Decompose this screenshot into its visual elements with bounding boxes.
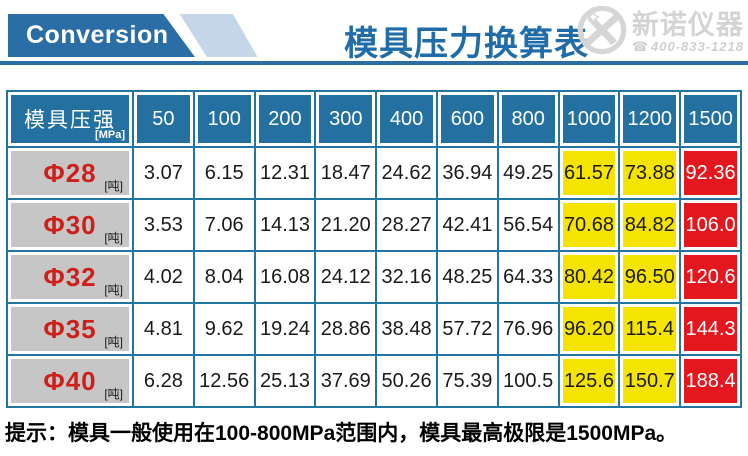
corner-header-cell: 模具压强 [MPa] bbox=[6, 90, 134, 148]
value-cell: 18.47 bbox=[314, 146, 378, 200]
tip-note: 提示：模具一般使用在100-800MPa范围内，模具最高极限是1500MPa。 bbox=[5, 422, 678, 445]
corner-label: 模具压强 bbox=[24, 109, 116, 132]
value-cell: 125.6 bbox=[557, 354, 621, 408]
value-cell: 38.48 bbox=[375, 302, 438, 356]
value-cell: 92.36 bbox=[679, 146, 742, 200]
value-cell: 6.15 bbox=[192, 146, 256, 200]
value-cell: 19.24 bbox=[253, 302, 317, 356]
value-cell: 50.26 bbox=[375, 354, 438, 408]
value-cell: 56.54 bbox=[496, 198, 560, 252]
value-cell: 28.27 bbox=[375, 198, 438, 252]
value-cell: 96.50 bbox=[618, 250, 682, 304]
value-cell: 100.5 bbox=[496, 354, 560, 408]
table-row: Φ28 [吨] 3.07 6.15 12.31 18.47 24.62 36.94 49.25 6… bbox=[6, 146, 742, 200]
value-cell: 28.86 bbox=[314, 302, 378, 356]
phone-number: ☎ 400-833-1218 bbox=[631, 38, 744, 55]
table-row: Φ30 [吨] 3.53 7.06 14.13 21.20 28.27 42.41 56.54 7… bbox=[6, 198, 742, 252]
value-cell: 75.39 bbox=[435, 354, 499, 408]
value-cell: 115.4 bbox=[618, 302, 682, 356]
xn-logo-icon bbox=[576, 4, 628, 61]
col-header-50: 50 bbox=[132, 90, 195, 148]
conversion-banner: Conversion bbox=[8, 14, 195, 57]
value-cell: 36.94 bbox=[435, 146, 499, 200]
value-cell: 57.72 bbox=[435, 302, 499, 356]
value-cell: 24.62 bbox=[375, 146, 438, 200]
phone-icon: ☎ bbox=[631, 38, 650, 54]
value-cell: 42.41 bbox=[435, 198, 499, 252]
pressure-conversion-table: 模具压强 [MPa] 50 100 200 300 400 600 800 1000 1200 150… bbox=[6, 90, 742, 408]
value-cell: 188.4 bbox=[679, 354, 742, 408]
table-row: Φ40 [吨] 6.28 12.56 25.13 37.69 50.26 75.39 100.5… bbox=[6, 354, 742, 408]
col-header-400: 400 bbox=[375, 90, 438, 148]
brand-logo: 新诺仪器 ☎ 400-833-1218 bbox=[576, 4, 744, 61]
value-cell: 32.16 bbox=[375, 250, 438, 304]
value-cell: 48.25 bbox=[435, 250, 499, 304]
value-cell: 3.07 bbox=[132, 146, 195, 200]
value-cell: 16.08 bbox=[253, 250, 317, 304]
col-header-100: 100 bbox=[192, 90, 256, 148]
value-cell: 25.13 bbox=[253, 354, 317, 408]
value-cell: 21.20 bbox=[314, 198, 378, 252]
value-cell: 96.20 bbox=[557, 302, 621, 356]
col-header-1200: 1200 bbox=[618, 90, 682, 148]
value-cell: 9.62 bbox=[192, 302, 256, 356]
value-cell: 106.0 bbox=[679, 198, 742, 252]
row-label-Φ30: Φ30 [吨] bbox=[6, 198, 134, 252]
value-cell: 6.28 bbox=[132, 354, 195, 408]
table-row: Φ35 [吨] 4.81 9.62 19.24 28.86 38.48 57.72 76.96 9… bbox=[6, 302, 742, 356]
value-cell: 70.68 bbox=[557, 198, 621, 252]
value-cell: 120.6 bbox=[679, 250, 742, 304]
value-cell: 4.81 bbox=[132, 302, 195, 356]
col-header-300: 300 bbox=[314, 90, 378, 148]
table-row: Φ32 [吨] 4.02 8.04 16.08 24.12 32.16 48.25 64.33 8… bbox=[6, 250, 742, 304]
brand-name: 新诺仪器 bbox=[631, 9, 744, 40]
value-cell: 14.13 bbox=[253, 198, 317, 252]
row-label-Φ40: Φ40 [吨] bbox=[6, 354, 134, 408]
col-header-800: 800 bbox=[496, 90, 560, 148]
value-cell: 61.57 bbox=[557, 146, 621, 200]
value-cell: 84.82 bbox=[618, 198, 682, 252]
value-cell: 7.06 bbox=[192, 198, 256, 252]
col-header-1500: 1500 bbox=[679, 90, 742, 148]
value-cell: 4.02 bbox=[132, 250, 195, 304]
row-label-Φ28: Φ28 [吨] bbox=[6, 146, 134, 200]
corner-unit: [MPa] bbox=[95, 129, 125, 141]
page-title: 模具压力换算表 bbox=[344, 25, 589, 63]
value-cell: 76.96 bbox=[496, 302, 560, 356]
value-cell: 73.88 bbox=[618, 146, 682, 200]
row-label-Φ35: Φ35 [吨] bbox=[6, 302, 134, 356]
value-cell: 49.25 bbox=[496, 146, 560, 200]
value-cell: 80.42 bbox=[557, 250, 621, 304]
banner-label: Conversion bbox=[26, 21, 169, 49]
value-cell: 37.69 bbox=[314, 354, 378, 408]
col-header-1000: 1000 bbox=[557, 90, 621, 148]
header-divider bbox=[0, 61, 748, 65]
value-cell: 12.56 bbox=[192, 354, 256, 408]
row-label-Φ32: Φ32 [吨] bbox=[6, 250, 134, 304]
col-header-600: 600 bbox=[435, 90, 499, 148]
value-cell: 150.7 bbox=[618, 354, 682, 408]
col-header-200: 200 bbox=[253, 90, 317, 148]
value-cell: 24.12 bbox=[314, 250, 378, 304]
value-cell: 144.3 bbox=[679, 302, 742, 356]
value-cell: 3.53 bbox=[132, 198, 195, 252]
value-cell: 12.31 bbox=[253, 146, 317, 200]
value-cell: 64.33 bbox=[496, 250, 560, 304]
value-cell: 8.04 bbox=[192, 250, 256, 304]
